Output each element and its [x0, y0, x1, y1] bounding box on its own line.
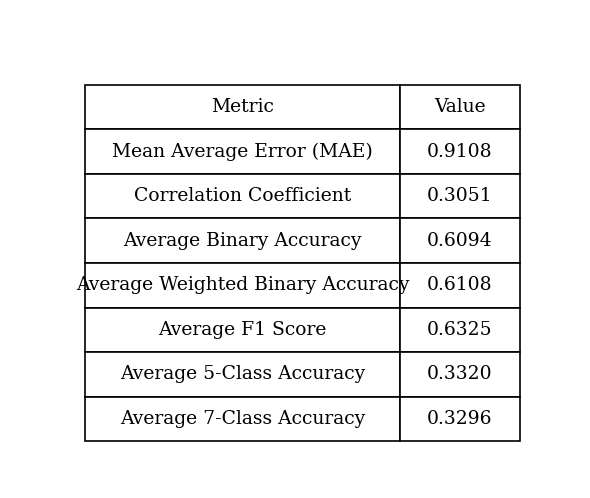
Text: Average 5-Class Accuracy: Average 5-Class Accuracy: [120, 366, 365, 383]
Text: 0.6108: 0.6108: [427, 276, 493, 294]
Text: 0.3296: 0.3296: [427, 410, 493, 428]
Text: Average Weighted Binary Accuracy: Average Weighted Binary Accuracy: [76, 276, 409, 294]
Text: Correlation Coefficient: Correlation Coefficient: [134, 187, 351, 205]
Bar: [400, 263, 520, 308]
Bar: [85, 174, 400, 219]
Text: 0.3320: 0.3320: [427, 366, 493, 383]
Bar: [400, 129, 520, 174]
Bar: [85, 397, 400, 441]
Bar: [85, 352, 400, 397]
Bar: [400, 352, 520, 397]
Text: Average Binary Accuracy: Average Binary Accuracy: [123, 232, 362, 249]
Text: 0.6094: 0.6094: [427, 232, 493, 249]
Text: 0.3051: 0.3051: [427, 187, 493, 205]
Text: Metric: Metric: [211, 98, 274, 116]
Bar: [400, 174, 520, 219]
Bar: [85, 85, 400, 129]
Bar: [400, 219, 520, 263]
Bar: [400, 308, 520, 352]
Bar: [400, 397, 520, 441]
Bar: [85, 219, 400, 263]
Bar: [85, 263, 400, 308]
Text: Average 7-Class Accuracy: Average 7-Class Accuracy: [120, 410, 365, 428]
Bar: [85, 308, 400, 352]
Text: Value: Value: [434, 98, 486, 116]
Text: Mean Average Error (MAE): Mean Average Error (MAE): [112, 142, 373, 161]
Bar: [85, 129, 400, 174]
Bar: [400, 85, 520, 129]
Text: 0.6325: 0.6325: [427, 321, 493, 339]
Text: 0.9108: 0.9108: [427, 142, 493, 160]
Text: Average F1 Score: Average F1 Score: [159, 321, 327, 339]
